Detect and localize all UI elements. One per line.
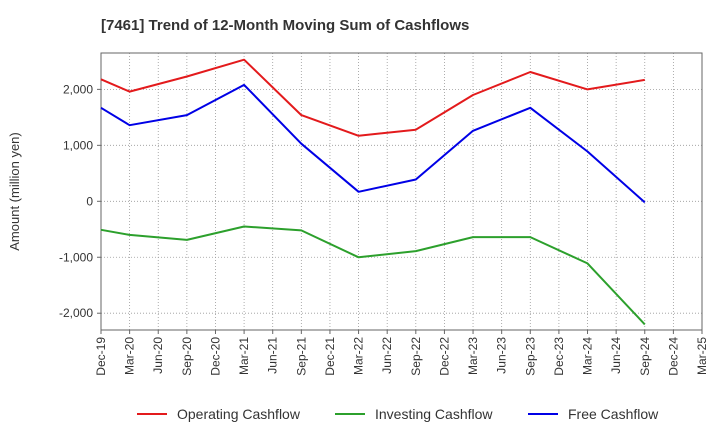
x-tick-label: Mar-20	[123, 337, 137, 375]
x-tick-label: Jun-20	[151, 337, 165, 374]
x-tick-label: Sep-20	[180, 337, 194, 376]
series-line	[100, 83, 646, 204]
x-tick-label: Dec-20	[208, 337, 222, 376]
series-line	[100, 225, 646, 326]
series-line	[100, 58, 645, 137]
y-axis-label: Amount (million yen)	[7, 132, 22, 251]
x-tick-label: Sep-22	[409, 337, 423, 376]
plot-area-frame	[100, 52, 703, 331]
x-tick-label: Sep-23	[523, 337, 537, 376]
x-tick-label: Sep-24	[638, 337, 652, 376]
x-tick-label: Sep-21	[294, 337, 308, 376]
x-axis-ticks: Dec-19 Mar-20 Jun-20 Sep-20 Dec-20 Mar-21 Jun-…	[94, 330, 709, 376]
legend-label: Operating Cashflow	[177, 406, 301, 422]
x-tick-label: Jun-24	[609, 337, 623, 374]
x-tick-label: Dec-24	[666, 337, 680, 376]
y-tick-label: -2,000	[59, 306, 93, 320]
x-tick-label: Dec-22	[437, 337, 451, 376]
x-tick-label: Mar-21	[237, 337, 251, 375]
legend-label: Investing Cashflow	[375, 406, 493, 422]
x-tick-label: Jun-23	[495, 337, 509, 374]
x-tick-label: Mar-25	[695, 337, 709, 375]
x-tick-label: Dec-21	[323, 337, 337, 376]
y-tick-label: 2,000	[63, 82, 93, 96]
y-tick-label: 1,000	[63, 138, 93, 152]
chart-title: [7461] Trend of 12-Month Moving Sum of C…	[101, 17, 469, 34]
x-tick-label: Dec-19	[94, 337, 108, 376]
legend-label: Free Cashflow	[568, 406, 659, 422]
series-lines	[100, 58, 646, 326]
x-tick-label: Mar-24	[581, 337, 595, 375]
x-tick-label: Jun-22	[380, 337, 394, 374]
x-tick-label: Mar-23	[466, 337, 480, 375]
legend: Operating Cashflow Investing Cashflow Free…	[137, 406, 659, 422]
x-tick-label: Dec-23	[552, 337, 566, 376]
x-tick-label: Jun-21	[266, 337, 280, 374]
x-tick-label: Mar-22	[352, 337, 366, 375]
y-axis-ticks: 2,000 1,000 0 -1,000 -2,000	[59, 82, 101, 320]
y-tick-label: -1,000	[59, 250, 93, 264]
y-tick-label: 0	[86, 194, 93, 208]
